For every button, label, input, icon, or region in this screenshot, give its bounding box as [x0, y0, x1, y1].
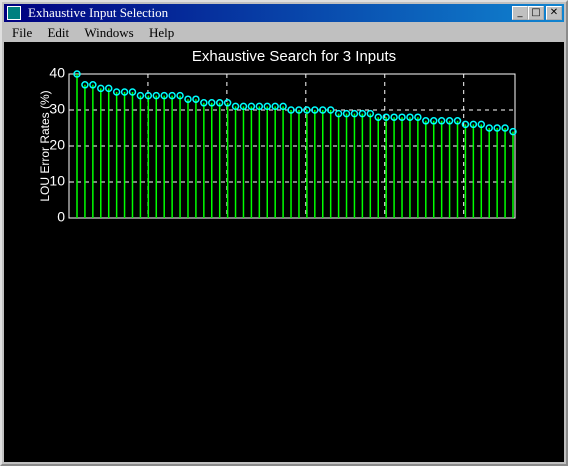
stem-marker — [350, 109, 359, 118]
minimize-button[interactable]: _ — [512, 6, 528, 20]
stem-marker — [192, 95, 200, 103]
chart-title: Exhaustive Search for 3 Inputs — [192, 48, 396, 65]
y-tick-label: 40 — [49, 65, 65, 81]
stem-marker — [112, 88, 121, 96]
menu-item[interactable]: Edit — [47, 25, 70, 40]
stem-marker — [437, 117, 446, 125]
y-axis-label: LOU Error Rates (%) — [38, 90, 52, 201]
stem-marker — [295, 106, 303, 114]
stem-marker — [501, 124, 509, 132]
stem-marker — [509, 127, 517, 136]
close-button[interactable]: ✕ — [546, 6, 562, 20]
stem-marker — [398, 113, 406, 121]
stem-marker — [422, 117, 430, 125]
stem-marker — [334, 109, 343, 118]
stem-marker — [208, 99, 216, 107]
stem-marker — [215, 99, 224, 107]
chart: Exhaustive Search for 3 Inputs LOU Error… — [4, 42, 564, 462]
stem-marker — [160, 91, 168, 100]
menu-item[interactable]: Help — [148, 25, 175, 40]
stem-marker — [453, 117, 462, 125]
stem-marker — [318, 106, 327, 114]
title-bar: Exhaustive Input Selection _ □ ✕ — [4, 4, 564, 22]
stem-marker — [366, 109, 375, 118]
stem-marker — [81, 81, 89, 89]
stem-marker — [477, 120, 486, 129]
stem-marker — [239, 102, 248, 111]
stem-marker — [255, 102, 264, 111]
stem-marker — [223, 99, 232, 107]
stem-marker — [414, 113, 422, 121]
stem-marker — [120, 88, 129, 96]
y-tick-label: 0 — [57, 209, 65, 225]
axes-box — [68, 73, 516, 219]
stem-marker — [176, 91, 184, 100]
stem-marker — [303, 106, 311, 114]
menu-item[interactable]: File — [12, 25, 33, 40]
stem-marker — [247, 102, 256, 111]
stem-marker — [485, 124, 493, 132]
stem-marker — [287, 106, 295, 114]
stem-marker — [279, 102, 287, 111]
stem-marker — [445, 117, 454, 125]
stem-marker — [128, 88, 137, 96]
stem-marker — [89, 81, 97, 89]
menu-bar: File Edit Windows Help — [6, 24, 180, 42]
stem-marker — [382, 113, 390, 121]
stem-marker — [406, 113, 414, 121]
stem-marker — [374, 113, 382, 121]
menu-item[interactable]: Windows — [84, 25, 134, 40]
stem-marker — [152, 91, 161, 100]
stem-marker — [469, 120, 478, 129]
y-tick-label: 30 — [49, 101, 65, 117]
y-tick-label: 10 — [49, 173, 65, 189]
stem-marker — [263, 102, 272, 111]
window-title: Exhaustive Input Selection — [28, 5, 169, 20]
stem-marker — [73, 70, 81, 78]
stem-marker — [97, 84, 105, 93]
maximize-button[interactable]: □ — [528, 6, 544, 20]
stem-marker — [144, 91, 153, 100]
stem-marker — [326, 106, 335, 114]
stem-marker — [429, 117, 438, 125]
stem-marker — [136, 91, 145, 100]
app-icon — [7, 6, 21, 20]
stem-marker — [358, 109, 367, 118]
stem-marker — [104, 84, 113, 93]
stem-marker — [168, 91, 176, 100]
stem-marker — [271, 102, 279, 111]
stem-marker — [493, 124, 501, 132]
stem-marker — [461, 120, 470, 129]
stem-marker — [342, 109, 351, 118]
stem-marker — [231, 102, 240, 111]
figure-background — [4, 42, 564, 462]
stem-marker — [311, 106, 319, 114]
stem-marker — [200, 99, 208, 107]
y-tick-label: 20 — [49, 137, 65, 153]
stem-marker — [184, 95, 192, 103]
stem-marker — [390, 113, 398, 121]
